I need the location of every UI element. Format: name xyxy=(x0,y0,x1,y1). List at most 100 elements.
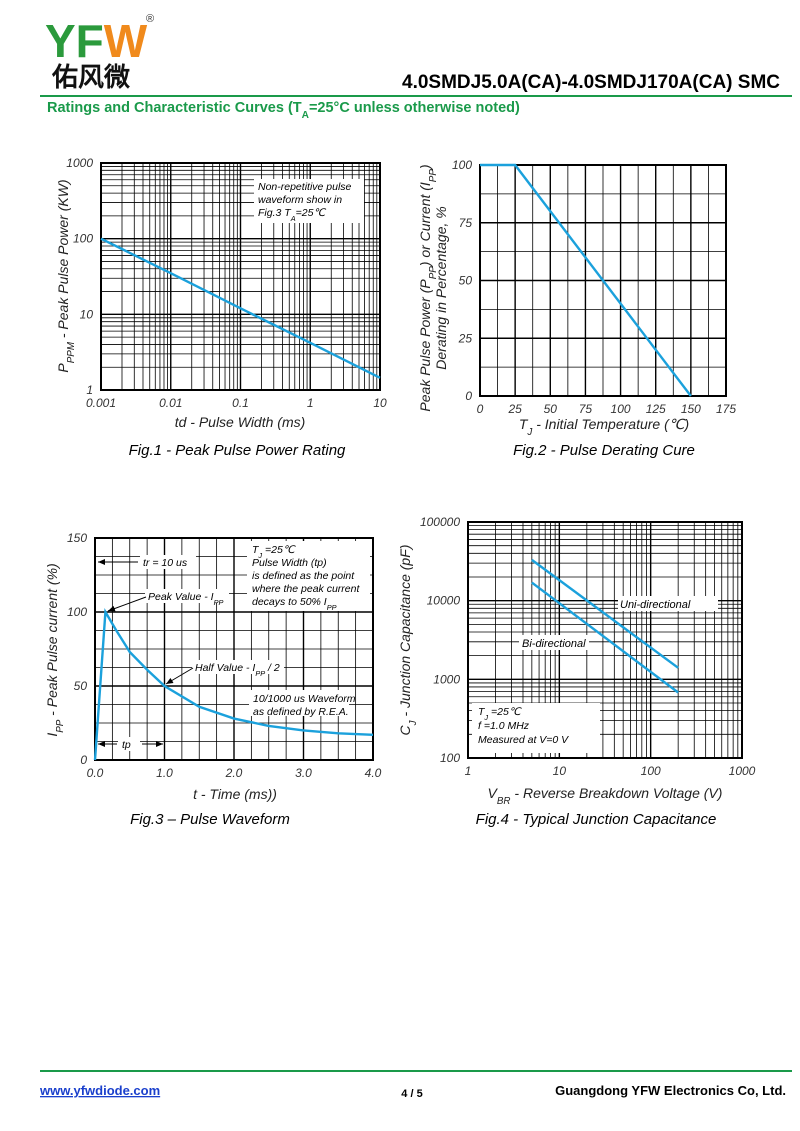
website-link[interactable]: www.yfwdiode.com xyxy=(39,1083,160,1098)
annotation-box xyxy=(472,703,600,753)
text-part: Fig.3 T xyxy=(258,207,292,219)
plot-border xyxy=(467,521,743,759)
text-part: Measured at V=0 V xyxy=(478,734,569,746)
x-tick-label: 0.001 xyxy=(86,396,116,410)
text-part: - Peak Pulse current (%) xyxy=(44,563,60,719)
text-part: td - Pulse Width (ms) xyxy=(175,414,306,430)
figure-caption: Fig.1 - Peak Pulse Power Rating xyxy=(129,442,346,459)
text-part: tp xyxy=(122,739,131,751)
y-tick-label: 100 xyxy=(67,605,87,619)
text-part: PP xyxy=(55,719,66,733)
y-tick-label: 1 xyxy=(86,383,93,397)
text-part: PP xyxy=(428,266,439,280)
text-part: BR xyxy=(497,796,511,807)
annotation-arrow xyxy=(107,596,147,612)
x-axis-label: td - Pulse Width (ms) xyxy=(175,414,306,430)
text-part: ) or Current (I xyxy=(417,182,433,268)
y-tick-label: 75 xyxy=(459,216,473,230)
annotation: TJ =25℃ xyxy=(478,706,522,722)
text-part: decays to 50% I xyxy=(252,596,327,608)
text-part: t - Time (ms)) xyxy=(193,786,277,802)
annotation: Non-repetitive pulse xyxy=(258,181,352,193)
text-part: - Reverse Breakdown Voltage (V) xyxy=(511,785,723,801)
text-part: A xyxy=(302,110,310,121)
text-part: =25℃ xyxy=(488,706,522,718)
annotation-box xyxy=(192,660,284,674)
text-part: Pulse Width (tp) xyxy=(252,557,327,569)
company: Guangdong YFW Electronics Co, Ltd. xyxy=(555,1083,786,1098)
y-tick-label: 100000 xyxy=(420,515,460,529)
text-part: PP xyxy=(327,603,337,612)
x-tick-label: 1.0 xyxy=(156,766,173,780)
label-box xyxy=(519,635,589,650)
series-label: Bi-directional xyxy=(522,638,586,650)
text-part: Derating in Percentage, % xyxy=(433,206,449,369)
y-tick-label: 100 xyxy=(452,158,472,172)
figure-caption: Fig.2 - Pulse Derating Cure xyxy=(513,442,695,459)
text-part: T xyxy=(478,706,486,718)
x-tick-label: 25 xyxy=(507,402,522,416)
text-part: J xyxy=(483,713,488,722)
text-part: C xyxy=(397,724,413,735)
annotation-box xyxy=(247,541,370,611)
series-label: Uni-directional xyxy=(620,599,691,611)
y-axis-label: PPPM - Peak Pulse Power (KW) xyxy=(55,179,77,372)
annotation-box xyxy=(249,690,349,716)
x-tick-label: 125 xyxy=(646,402,666,416)
plot-border xyxy=(479,164,727,397)
page-number: 4 / 5 xyxy=(401,1088,422,1100)
annotation: tp xyxy=(122,739,131,751)
annotation: as defined by R.E.A. xyxy=(253,706,349,718)
annotation: waveform show in xyxy=(258,194,342,206)
y-tick-label: 150 xyxy=(67,531,87,545)
y-tick-label: 50 xyxy=(459,274,473,288)
text-part: 10/1000 us Waveform xyxy=(253,693,356,705)
logo: YFW xyxy=(45,15,148,67)
x-tick-label: 10 xyxy=(373,396,387,410)
annotation: 10/1000 us Waveform xyxy=(253,693,356,705)
text-part: I xyxy=(44,733,60,737)
y-tick-label: 1000 xyxy=(66,156,93,170)
annotation-box xyxy=(254,179,364,223)
logo-part: W xyxy=(104,15,148,67)
annotation: Measured at V=0 V xyxy=(478,734,569,746)
figure-caption: Fig.3 – Pulse Waveform xyxy=(130,811,290,828)
text-part: J xyxy=(526,427,532,438)
text-part: - Initial Temperature (℃) xyxy=(532,416,689,432)
annotation: Pulse Width (tp) xyxy=(252,557,327,569)
text-part: =25°C unless otherwise noted) xyxy=(309,100,520,116)
text-part: Peak Value - I xyxy=(148,591,214,603)
data-line xyxy=(93,608,374,761)
x-tick-label: 1000 xyxy=(729,764,756,778)
subtitle: Ratings and Characteristic Curves (TA=25… xyxy=(47,100,520,121)
data-line xyxy=(531,581,679,694)
x-axis-label: TJ - Initial Temperature (℃) xyxy=(519,416,689,438)
y-tick-label: 0 xyxy=(80,753,87,767)
x-tick-label: 0.0 xyxy=(87,766,104,780)
text-part: P xyxy=(55,363,71,373)
x-tick-label: 0.1 xyxy=(232,396,249,410)
text-part: where the peak current xyxy=(252,583,360,595)
y-tick-label: 0 xyxy=(465,389,472,403)
x-tick-label: 50 xyxy=(544,402,558,416)
text-part: Ratings and Characteristic Curves (T xyxy=(47,100,302,116)
label-box xyxy=(618,596,718,611)
y-axis-label: Derating in Percentage, % xyxy=(433,206,449,369)
y-tick-label: 10000 xyxy=(427,594,461,608)
data-line xyxy=(531,558,679,669)
y-tick-label: 25 xyxy=(458,331,473,345)
y-tick-label: 1000 xyxy=(433,672,460,686)
annotation: Half Value - IPP / 2 xyxy=(195,662,280,678)
x-tick-label: 10 xyxy=(553,764,567,778)
x-axis-label: VBR - Reverse Breakdown Voltage (V) xyxy=(488,785,723,807)
text-part: tr = 10 us xyxy=(143,557,188,569)
text-part: T xyxy=(252,544,260,556)
x-tick-label: 175 xyxy=(716,402,736,416)
x-tick-label: 100 xyxy=(611,402,631,416)
x-tick-label: 150 xyxy=(681,402,701,416)
text-part: ) xyxy=(417,164,433,171)
data-line xyxy=(100,237,381,379)
registered: ® xyxy=(146,13,154,25)
plot-border xyxy=(100,162,381,391)
